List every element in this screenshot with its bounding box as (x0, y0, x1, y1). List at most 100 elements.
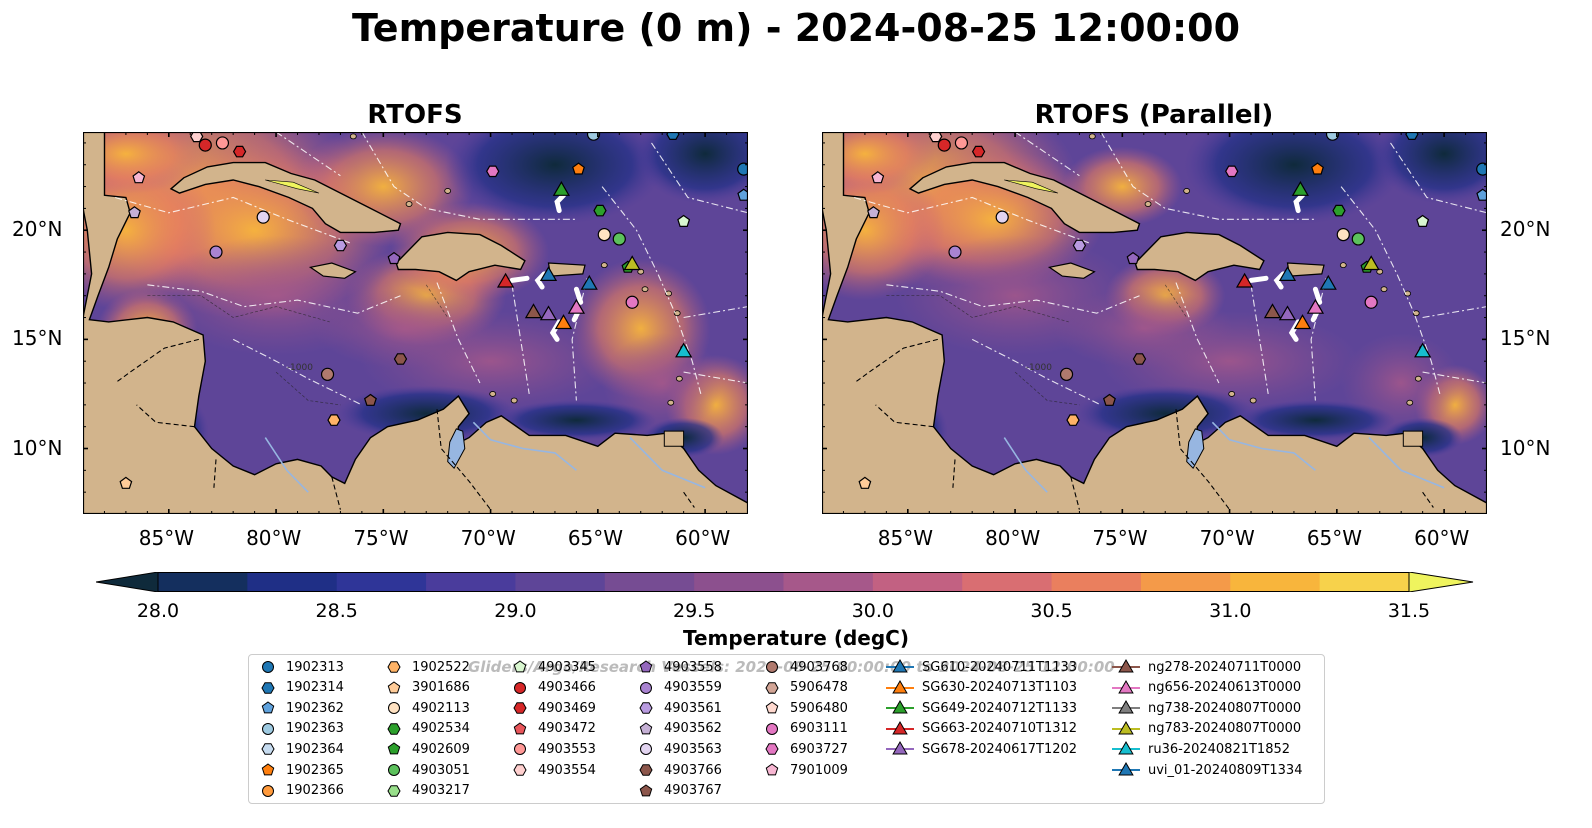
legend-item: 4903766 (636, 760, 722, 780)
legend-item-label: 4902113 (412, 700, 470, 716)
legend-item: 4903051 (384, 760, 470, 780)
lon-tick-label: 65°W (567, 526, 624, 550)
legend-marker-icon (765, 701, 779, 714)
legend-item: 7901009 (762, 760, 848, 780)
legend-marker-icon (262, 661, 274, 673)
glider-ru36-20240821T1852 (675, 342, 693, 358)
legend-marker-icon (1112, 761, 1140, 776)
map-panel-rtofs[interactable]: -1000 (83, 132, 748, 514)
argo-float-4903553 (215, 136, 230, 150)
legend-marker-icon (765, 743, 779, 756)
land-hispaniola (395, 231, 526, 282)
map-panel-rtofs-parallel[interactable]: -1000 (822, 132, 1487, 514)
argo-float-3901686 (119, 476, 133, 489)
argo-float-4903554 (929, 132, 943, 143)
lon-tick-label: 70°W (460, 526, 516, 550)
legend-item-label: 1902362 (286, 700, 344, 716)
legend-item-label: 4903472 (538, 721, 596, 737)
argo-float-4903051 (612, 232, 626, 246)
land-mainland (822, 132, 1487, 514)
legend-marker-icon (886, 658, 914, 673)
argo-float-4902534 (1332, 204, 1346, 217)
legend-item: 1902364 (258, 739, 344, 759)
lon-tick-label: 80°W (246, 526, 302, 550)
argo-float-4903345 (677, 214, 691, 228)
argo-float-1902522 (1066, 414, 1080, 426)
legend-item: SG630-20240713T1103 (886, 678, 1077, 698)
glider-ru36-20240821T1852 (1414, 342, 1432, 358)
legend-item: ng738-20240807T0000 (1112, 698, 1301, 718)
legend-item-label: ng783-20240807T0000 (1148, 721, 1302, 737)
legend-item: SG663-20240710T1312 (886, 719, 1077, 739)
glider-SG663-20240710T1312 (496, 272, 515, 288)
legend-item: 4903472 (510, 719, 596, 739)
glider-SG630-20240713T1103 (1293, 314, 1312, 330)
colorbar-tick-label: 31.5 (1387, 600, 1431, 622)
legend-marker-icon (388, 702, 400, 715)
legend-item: 4903558 (636, 657, 722, 677)
legend-marker-icon (766, 661, 778, 673)
argo-float-7901009 (871, 171, 885, 184)
legend-item-label: 1902365 (286, 762, 344, 778)
legend-item: 1902314 (258, 678, 344, 698)
glider-SG649-20240712T1133 (552, 180, 570, 196)
argo-float-4903469 (232, 145, 247, 158)
glider-uvi_01-20240809T1334 (1319, 274, 1337, 290)
legend-item-label: 3901686 (412, 680, 470, 696)
land-puerto-rico (547, 262, 586, 277)
legend-item: SG649-20240712T1133 (886, 698, 1077, 718)
lat-tick-label: 10°N (1500, 435, 1551, 460)
lat-tick-label: 15°N (12, 326, 63, 351)
glider-ng278-20240711T0000 (1263, 303, 1282, 319)
legend-item-label: 1902366 (286, 783, 344, 799)
legend-marker-icon (1112, 658, 1140, 673)
argo-float-1902365 (1311, 162, 1324, 175)
colorbar-band (604, 572, 695, 592)
legend-item: 4903345 (510, 657, 596, 677)
argo-float-4903554 (190, 132, 204, 143)
legend-item-label: ng656-20240613T0000 (1148, 680, 1302, 696)
lon-tick-label: 80°W (985, 526, 1041, 550)
argo-float-6903111 (1364, 295, 1378, 309)
argo-float-4903766 (393, 353, 408, 365)
colorbar-band (962, 572, 1053, 592)
legend-marker-icon (513, 764, 527, 776)
colorbar-band (1319, 572, 1410, 592)
colorbar-band (515, 572, 606, 592)
argo-float-1902522 (327, 414, 341, 426)
argo-float-4903562 (867, 206, 880, 219)
colorbar-tick-label: 28.5 (315, 600, 358, 622)
colorbar-tick-label: 29.5 (672, 600, 716, 622)
glider-uvi_01-20240809T1334 (580, 274, 598, 290)
argo-float-4903768 (1059, 367, 1074, 381)
legend-item: 4903466 (510, 678, 596, 698)
contour-label: -1000 (287, 363, 313, 373)
argo-float-4902534 (593, 204, 607, 217)
legend-item: 5906478 (762, 678, 848, 698)
legend-item-label: 4903466 (538, 680, 596, 696)
legend-item: 1902365 (258, 760, 344, 780)
legend-item: 6903111 (762, 719, 848, 739)
land-hispaniola (1134, 231, 1265, 282)
legend-watermark: Gliders/Argo/Research Vessels: 2024-08-2… (468, 658, 1115, 676)
legend-item-label: 1902314 (286, 680, 344, 696)
legend-item: 5906480 (762, 698, 848, 718)
argo-float-4903562 (128, 206, 141, 219)
argo-float-1902314 (666, 132, 680, 141)
legend-marker-icon (886, 741, 914, 755)
legend-item-label: 1902363 (286, 721, 344, 737)
legend-item-label: 4903469 (538, 700, 596, 716)
legend-item: 4903469 (510, 698, 596, 718)
legend-item-label: SG663-20240710T1312 (922, 721, 1078, 737)
argo-float-4902113 (1336, 227, 1350, 242)
legend-item-label: 4903563 (664, 741, 722, 757)
argo-float-4903561 (1072, 239, 1087, 252)
legend-marker-icon (387, 680, 401, 693)
legend-marker-icon (639, 783, 653, 796)
argo-float-4903345 (1416, 214, 1430, 228)
legend-marker-icon (639, 660, 653, 673)
glider-ng783-20240807T0000 (623, 255, 641, 271)
argo-float-4903559 (209, 245, 223, 259)
legend-marker-icon (387, 661, 401, 673)
colorbar-band (158, 572, 248, 592)
